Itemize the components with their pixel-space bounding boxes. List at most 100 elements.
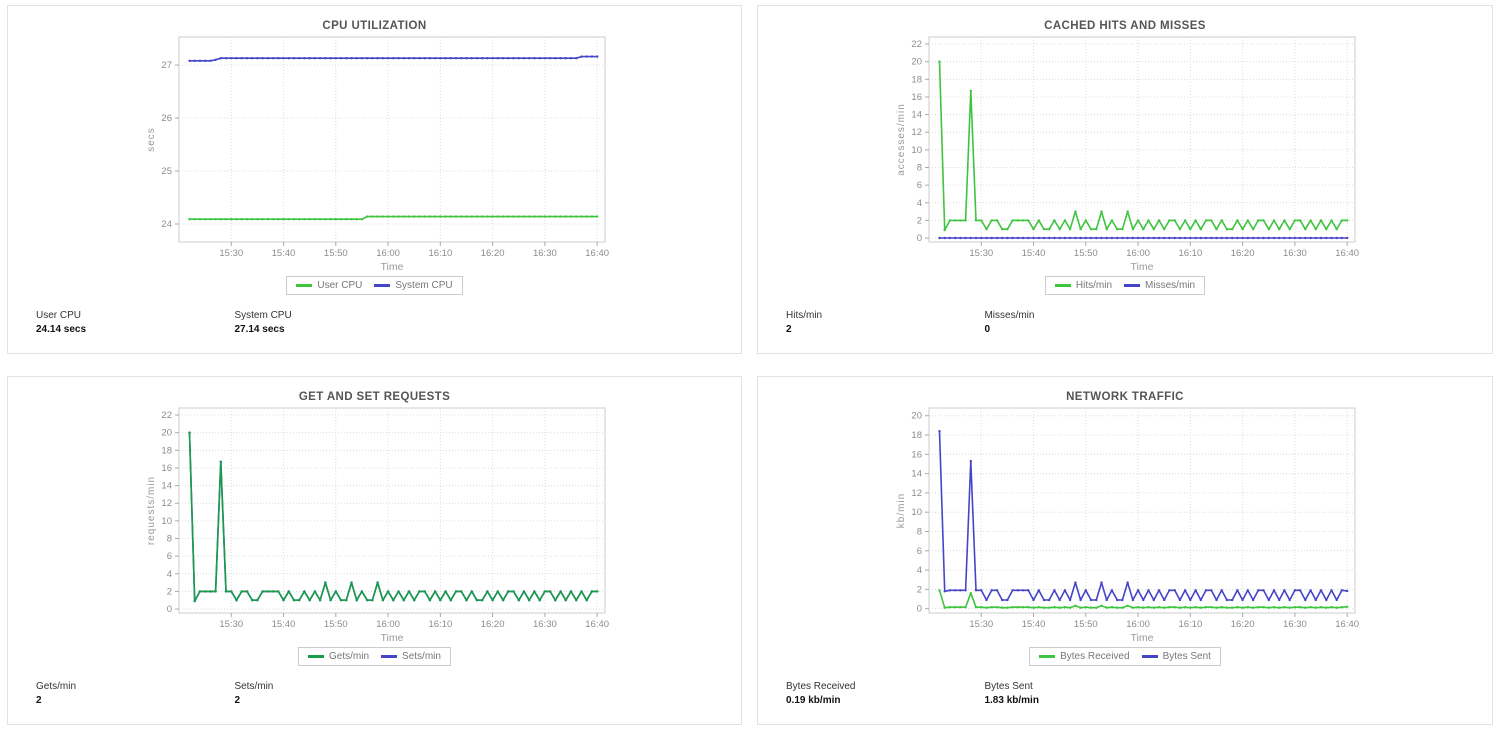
svg-text:6: 6 xyxy=(917,546,922,557)
stat-value: 0 xyxy=(984,324,991,335)
stat-user-cpu: User CPU 24.14 secs xyxy=(36,310,230,335)
svg-text:14: 14 xyxy=(911,110,922,121)
svg-text:16:10: 16:10 xyxy=(428,248,452,259)
legend-box: Hits/min Misses/min xyxy=(1044,276,1206,295)
legend-swatch-bytes-received xyxy=(1039,655,1056,658)
svg-text:2: 2 xyxy=(917,215,922,226)
panel-cpu-utilization: CPU UTILIZATION 24 25 26 27 15:30 15:40 15:50 1… xyxy=(7,5,742,354)
legend-swatch-sets xyxy=(381,655,398,658)
legend-swatch-user-cpu xyxy=(296,284,313,287)
svg-text:16:40: 16:40 xyxy=(1335,619,1359,630)
legend-item-bytes-received[interactable]: Bytes Received xyxy=(1039,651,1130,662)
legend-label: Misses/min xyxy=(1145,280,1196,291)
svg-text:26: 26 xyxy=(161,113,172,124)
svg-text:15:30: 15:30 xyxy=(969,248,993,259)
stats-row: Hits/min 2 Misses/min 0 xyxy=(758,310,1492,335)
svg-text:16: 16 xyxy=(911,92,922,103)
svg-text:16:10: 16:10 xyxy=(1178,619,1202,630)
svg-text:16:40: 16:40 xyxy=(1335,248,1359,259)
get-set-requests-line-chart: 0 2 4 6 8 10 12 14 16 18 20 22 15:30 15:40 15:50 16:00 1… xyxy=(146,407,609,644)
stat-hits: Hits/min 2 xyxy=(786,310,980,335)
chart-title: NETWORK TRAFFIC xyxy=(1066,391,1184,403)
stat-value: 2 xyxy=(36,695,42,706)
svg-text:24: 24 xyxy=(161,219,172,230)
chart-legend: User CPU System CPU xyxy=(8,276,741,295)
svg-text:Time: Time xyxy=(1131,261,1154,273)
svg-text:8: 8 xyxy=(167,533,172,544)
svg-text:20: 20 xyxy=(911,411,922,422)
stat-label: Bytes Sent xyxy=(984,681,1033,692)
stat-label: Hits/min xyxy=(786,310,823,321)
legend-label: Gets/min xyxy=(329,651,370,662)
stats-row: Bytes Received 0.19 kb/min Bytes Sent 1.… xyxy=(758,681,1492,706)
svg-text:18: 18 xyxy=(911,430,922,441)
svg-text:Time: Time xyxy=(381,261,404,273)
network-traffic-line-chart: 0 2 4 6 8 10 12 14 16 18 20 15:30 15:40 15:50 16:00 16:… xyxy=(896,407,1359,644)
legend-swatch-hits xyxy=(1054,284,1071,287)
panel-cached-hits-misses: CACHED HITS AND MISSES 0 2 4 6 8 10 12 14 16 18 20… xyxy=(757,5,1493,354)
legend-item-hits[interactable]: Hits/min xyxy=(1054,280,1113,291)
chart-legend: Bytes Received Bytes Sent xyxy=(758,647,1492,666)
stat-misses: Misses/min 0 xyxy=(984,310,1034,335)
svg-text:25: 25 xyxy=(161,166,172,177)
legend-swatch-gets xyxy=(308,655,325,658)
legend-label: Bytes Sent xyxy=(1162,651,1211,662)
stats-row: User CPU 24.14 secs System CPU 27.14 sec… xyxy=(8,310,741,335)
svg-text:18: 18 xyxy=(911,74,922,85)
svg-text:16:20: 16:20 xyxy=(1231,248,1255,259)
svg-text:15:50: 15:50 xyxy=(1074,248,1098,259)
svg-text:secs: secs xyxy=(146,127,157,152)
svg-text:10: 10 xyxy=(911,507,922,518)
legend-label: User CPU xyxy=(317,280,363,291)
svg-text:requests/min: requests/min xyxy=(146,476,157,545)
chart-title: CPU UTILIZATION xyxy=(322,20,427,32)
legend-box: Bytes Received Bytes Sent xyxy=(1029,647,1221,666)
svg-text:accesses/min: accesses/min xyxy=(896,103,907,176)
legend-swatch-bytes-sent xyxy=(1141,655,1158,658)
svg-text:8: 8 xyxy=(917,526,922,537)
svg-text:Time: Time xyxy=(1131,632,1154,644)
svg-text:16:30: 16:30 xyxy=(533,248,557,259)
svg-text:16: 16 xyxy=(911,449,922,460)
stat-label: Sets/min xyxy=(234,681,274,692)
svg-text:10: 10 xyxy=(911,145,922,156)
svg-text:12: 12 xyxy=(161,498,172,509)
cached-hits-misses-line-chart: 0 2 4 6 8 10 12 14 16 18 20 22 15:30 15:40 15:50 16:00 1… xyxy=(896,36,1359,273)
svg-text:16:10: 16:10 xyxy=(428,619,452,630)
svg-text:27: 27 xyxy=(161,60,172,71)
legend-item-sets[interactable]: Sets/min xyxy=(381,651,441,662)
legend-label: Hits/min xyxy=(1075,280,1113,291)
svg-text:22: 22 xyxy=(161,410,172,421)
svg-text:15:30: 15:30 xyxy=(969,619,993,630)
svg-text:16:20: 16:20 xyxy=(481,248,505,259)
svg-text:15:50: 15:50 xyxy=(1074,619,1098,630)
legend-item-user-cpu[interactable]: User CPU xyxy=(296,280,362,291)
legend-item-system-cpu[interactable]: System CPU xyxy=(374,280,453,291)
svg-text:16:10: 16:10 xyxy=(1178,248,1202,259)
legend-item-misses[interactable]: Misses/min xyxy=(1124,280,1195,291)
stat-bytes-received: Bytes Received 0.19 kb/min xyxy=(786,681,980,706)
legend-item-bytes-sent[interactable]: Bytes Sent xyxy=(1141,651,1211,662)
stat-value: 0.19 kb/min xyxy=(786,695,841,706)
svg-text:14: 14 xyxy=(161,481,172,492)
svg-text:20: 20 xyxy=(911,57,922,68)
svg-text:18: 18 xyxy=(161,445,172,456)
svg-text:4: 4 xyxy=(917,565,922,576)
legend-item-gets[interactable]: Gets/min xyxy=(308,651,369,662)
svg-text:16:30: 16:30 xyxy=(533,619,557,630)
svg-text:15:40: 15:40 xyxy=(272,619,296,630)
svg-text:16: 16 xyxy=(161,463,172,474)
stat-label: Bytes Received xyxy=(786,681,856,692)
svg-text:16:40: 16:40 xyxy=(585,619,609,630)
svg-text:16:00: 16:00 xyxy=(1126,248,1150,259)
stat-value: 27.14 secs xyxy=(234,324,285,335)
svg-text:15:30: 15:30 xyxy=(219,248,243,259)
cpu-utilization-line-chart: 24 25 26 27 15:30 15:40 15:50 16:00 16:10 16:20 16… xyxy=(146,36,609,273)
svg-text:2: 2 xyxy=(167,586,172,597)
chart-legend: Hits/min Misses/min xyxy=(758,276,1492,295)
svg-text:12: 12 xyxy=(911,488,922,499)
svg-text:0: 0 xyxy=(917,233,922,244)
stats-row: Gets/min 2 Sets/min 2 xyxy=(8,681,741,706)
chart-legend: Gets/min Sets/min xyxy=(8,647,741,666)
